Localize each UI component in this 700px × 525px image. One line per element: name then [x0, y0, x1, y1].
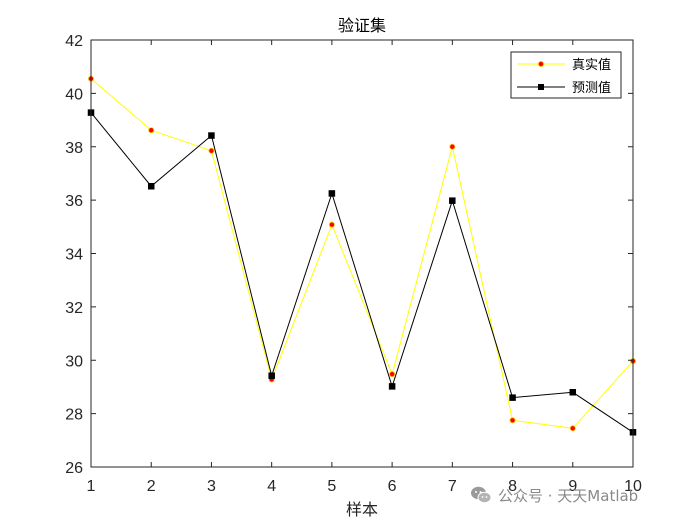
data-point-pred	[509, 394, 516, 401]
series-line-pred	[90, 112, 634, 433]
data-point-true	[389, 371, 396, 378]
y-tick-label: 26	[65, 460, 83, 477]
data-point-pred	[208, 132, 215, 139]
data-point-pred	[388, 383, 396, 390]
watermark: 公众号 · 天天Matlab	[470, 484, 638, 506]
wechat-icon	[471, 486, 492, 504]
y-tick-label: 28	[65, 407, 83, 424]
legend-label-pred: 预测值	[572, 80, 611, 96]
y-tick-label: 30	[65, 353, 83, 370]
y-tick-label: 38	[65, 140, 83, 157]
x-axis-label: 样本	[346, 500, 378, 519]
x-tick-label: 10	[624, 478, 642, 495]
legend: 真实值 预测值	[510, 51, 622, 99]
data-point-true	[148, 127, 155, 134]
data-point-pred	[569, 389, 577, 396]
data-point-pred	[328, 190, 336, 197]
x-tick-label: 6	[388, 478, 397, 495]
data-point-true	[328, 221, 335, 228]
chart-title: 验证集	[338, 16, 386, 35]
y-tick-label: 40	[65, 86, 83, 103]
data-point-true	[449, 143, 456, 150]
data-point-true	[208, 147, 215, 154]
data-point-true	[509, 417, 516, 424]
data-point-pred	[147, 182, 155, 190]
x-tick-label: 7	[448, 478, 457, 495]
legend-marker-true	[538, 61, 545, 68]
x-tick-label: 3	[207, 478, 216, 495]
watermark-text: 公众号 · 天天Matlab	[498, 486, 639, 505]
series-layer	[87, 75, 637, 436]
x-tick-label: 5	[327, 478, 336, 495]
x-tick-label: 2	[147, 478, 156, 495]
x-tick-label: 9	[568, 478, 577, 495]
data-point-pred	[268, 372, 275, 379]
legend-box	[510, 51, 622, 99]
y-tick-label: 32	[65, 300, 83, 317]
data-point-pred	[449, 197, 456, 204]
x-tick-label: 4	[267, 478, 276, 495]
y-tick-label: 34	[65, 247, 83, 264]
x-tick-label: 8	[508, 478, 517, 495]
data-point-true	[569, 425, 576, 432]
x-tick-label: 1	[87, 478, 96, 495]
legend-marker-pred	[538, 84, 544, 90]
plot-area	[91, 40, 633, 467]
series-line-true	[90, 78, 634, 429]
y-tick-label: 36	[65, 193, 83, 210]
y-tick-label: 42	[65, 33, 83, 50]
legend-label-true: 真实值	[572, 57, 611, 73]
